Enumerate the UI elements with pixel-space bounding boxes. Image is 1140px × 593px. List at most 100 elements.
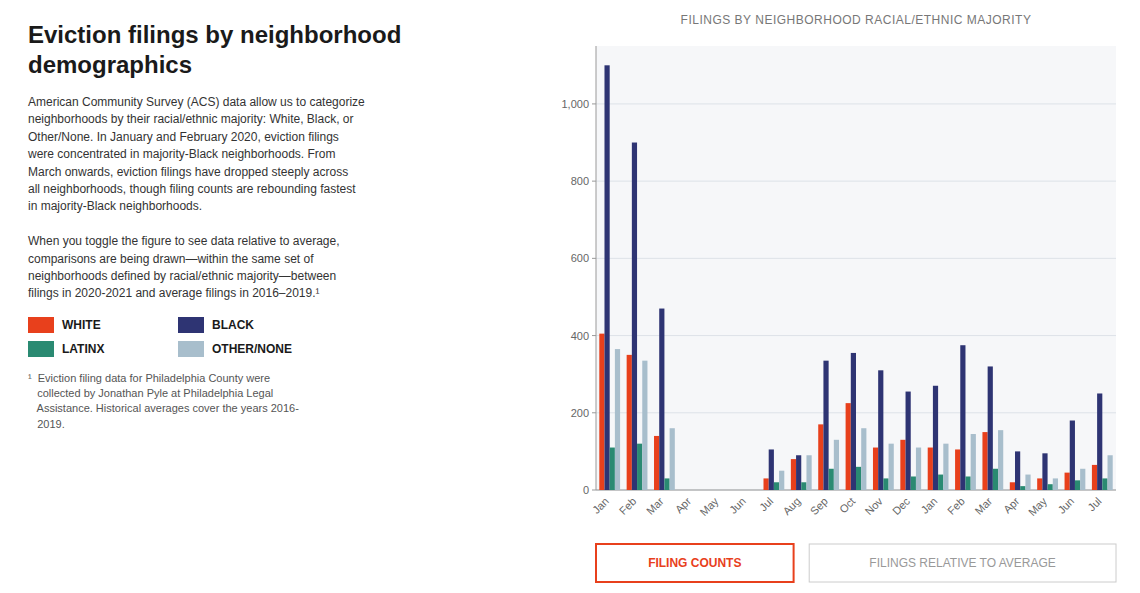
bar bbox=[911, 476, 916, 490]
bar bbox=[719, 490, 724, 491]
bar bbox=[851, 353, 856, 490]
bar bbox=[823, 361, 828, 490]
x-tick-label: Oct bbox=[837, 495, 858, 516]
bar bbox=[632, 143, 637, 490]
bar bbox=[806, 455, 811, 490]
bar bbox=[846, 403, 851, 490]
y-tick-label: 200 bbox=[571, 407, 589, 419]
legend: WHITEBLACKLATINXOTHER/NONE bbox=[28, 317, 506, 357]
bar bbox=[741, 490, 746, 491]
bar bbox=[736, 490, 741, 491]
y-tick-label: 400 bbox=[571, 330, 589, 342]
bar bbox=[829, 469, 834, 490]
x-tick-label: May bbox=[697, 495, 721, 519]
bar bbox=[906, 392, 911, 490]
x-tick-label: Aug bbox=[780, 495, 802, 517]
bar bbox=[1097, 393, 1102, 490]
bar bbox=[791, 459, 796, 490]
legend-item: BLACK bbox=[178, 317, 348, 333]
plot-area bbox=[596, 46, 1116, 490]
bar bbox=[982, 432, 987, 490]
bar bbox=[779, 471, 784, 490]
x-tick-label: Feb bbox=[945, 495, 967, 517]
y-tick bbox=[592, 490, 596, 491]
bar bbox=[1037, 478, 1042, 490]
chart-panel: FILINGS BY NEIGHBORHOOD RACIAL/ETHNIC MA… bbox=[548, 0, 1128, 593]
y-tick bbox=[592, 412, 596, 413]
bar bbox=[928, 448, 933, 490]
bar bbox=[1042, 453, 1047, 490]
bar-series bbox=[599, 334, 1097, 490]
legend-item: WHITE bbox=[28, 317, 178, 333]
x-tick-label: Jun bbox=[1055, 495, 1076, 516]
x-tick-label: Nov bbox=[862, 495, 885, 518]
legend-item: LATINX bbox=[28, 341, 178, 357]
bar bbox=[642, 361, 647, 490]
y-tick bbox=[592, 181, 596, 182]
grid bbox=[596, 104, 1116, 490]
x-tick-label: Mar bbox=[644, 495, 666, 517]
bar bbox=[697, 490, 702, 491]
bar bbox=[687, 490, 692, 491]
button-box[interactable] bbox=[809, 544, 1116, 582]
heading: Eviction filings by neighborhood demogra… bbox=[28, 20, 506, 80]
y-axis-line bbox=[596, 46, 597, 490]
bar bbox=[769, 449, 774, 490]
bar bbox=[1092, 465, 1097, 490]
grid-line bbox=[596, 335, 1116, 336]
x-tick-label: Apr bbox=[673, 495, 694, 516]
bar bbox=[659, 309, 664, 490]
button[interactable]: FILINGS RELATIVE TO AVERAGE bbox=[809, 544, 1116, 582]
chart: FILINGS BY NEIGHBORHOOD RACIAL/ETHNIC MA… bbox=[548, 0, 1128, 593]
bar bbox=[610, 448, 615, 490]
x-tick-label: Dec bbox=[890, 495, 913, 518]
legend-label: BLACK bbox=[212, 318, 254, 332]
grid-line bbox=[596, 258, 1116, 259]
text-panel: Eviction filings by neighborhood demogra… bbox=[0, 0, 530, 593]
bar bbox=[752, 490, 757, 491]
bar bbox=[1015, 451, 1020, 490]
bar bbox=[988, 366, 993, 490]
bar bbox=[873, 448, 878, 490]
bar bbox=[943, 444, 948, 490]
footnote: ¹ Eviction filing data for Philadelphia … bbox=[28, 371, 506, 433]
bar bbox=[615, 349, 620, 490]
button[interactable]: FILING COUNTS bbox=[596, 544, 794, 582]
y-tick bbox=[592, 258, 596, 259]
button-label[interactable]: FILING COUNTS bbox=[648, 556, 741, 570]
bar bbox=[801, 482, 806, 490]
legend-label: WHITE bbox=[62, 318, 101, 332]
bar-series bbox=[604, 65, 1102, 490]
button-box[interactable] bbox=[596, 544, 794, 582]
bar bbox=[604, 65, 609, 490]
bar bbox=[714, 490, 719, 491]
bar bbox=[796, 455, 801, 490]
bar bbox=[774, 482, 779, 490]
x-tick-label: Jan bbox=[918, 495, 939, 516]
button-label[interactable]: FILINGS RELATIVE TO AVERAGE bbox=[869, 556, 1056, 570]
bar bbox=[1108, 455, 1113, 490]
x-tick-label: Apr bbox=[1001, 495, 1022, 516]
bar bbox=[1025, 475, 1030, 490]
bar bbox=[664, 478, 669, 490]
x-tick-label: Jun bbox=[727, 495, 748, 516]
legend-swatch bbox=[178, 341, 204, 357]
bar bbox=[1020, 486, 1025, 490]
y-tick-label: 1,000 bbox=[561, 98, 589, 110]
bar bbox=[724, 490, 729, 491]
bar bbox=[818, 424, 823, 490]
y-tick bbox=[592, 103, 596, 104]
y-tick-label: 600 bbox=[571, 252, 589, 264]
x-tick-label: Jul bbox=[757, 495, 775, 513]
bar bbox=[747, 490, 752, 491]
description: American Community Survey (ACS) data all… bbox=[28, 94, 506, 303]
bar bbox=[1102, 478, 1107, 490]
bar bbox=[709, 490, 714, 491]
x-tick-label: Feb bbox=[617, 495, 639, 517]
bar bbox=[599, 334, 604, 490]
bar bbox=[1010, 482, 1015, 490]
legend-label: LATINX bbox=[62, 342, 104, 356]
bar bbox=[971, 434, 976, 490]
x-tick-label: May bbox=[1026, 495, 1050, 519]
legend-swatch bbox=[28, 317, 54, 333]
